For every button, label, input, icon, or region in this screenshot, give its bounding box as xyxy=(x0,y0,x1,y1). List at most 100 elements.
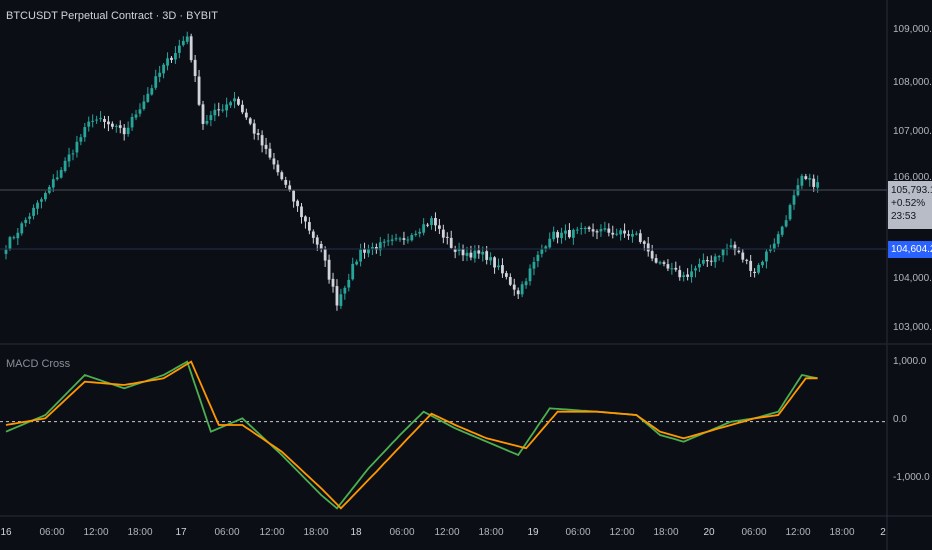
candle[interactable] xyxy=(434,212,437,232)
candle[interactable] xyxy=(229,100,232,108)
candle[interactable] xyxy=(390,234,394,246)
candle[interactable] xyxy=(737,247,741,254)
candle[interactable] xyxy=(331,272,335,293)
candle[interactable] xyxy=(595,229,599,240)
candle[interactable] xyxy=(363,242,366,259)
candle[interactable] xyxy=(501,258,504,278)
candle[interactable] xyxy=(564,224,567,241)
candle[interactable] xyxy=(237,96,240,106)
candle[interactable] xyxy=(489,252,493,265)
candle[interactable] xyxy=(792,190,796,210)
macd-series[interactable] xyxy=(0,360,887,510)
candle[interactable] xyxy=(75,135,79,158)
candle[interactable] xyxy=(36,200,39,215)
candle[interactable] xyxy=(713,253,717,268)
candle[interactable] xyxy=(292,189,296,208)
candle[interactable] xyxy=(146,87,150,103)
candle[interactable] xyxy=(319,240,323,253)
candle[interactable] xyxy=(300,203,303,224)
candle[interactable] xyxy=(579,222,583,235)
candle[interactable] xyxy=(130,113,134,131)
candle[interactable] xyxy=(532,257,536,276)
candle[interactable] xyxy=(603,221,607,232)
candle[interactable] xyxy=(181,36,185,47)
candle[interactable] xyxy=(103,115,106,129)
candle[interactable] xyxy=(280,170,284,181)
candle[interactable] xyxy=(461,244,465,262)
candle[interactable] xyxy=(110,121,114,130)
candle[interactable] xyxy=(307,217,311,235)
candle[interactable] xyxy=(552,226,556,242)
candle[interactable] xyxy=(548,232,552,250)
candle[interactable] xyxy=(808,173,812,187)
candle[interactable] xyxy=(682,271,686,282)
candle[interactable] xyxy=(765,249,768,269)
candle[interactable] xyxy=(512,278,516,296)
candle[interactable] xyxy=(154,69,158,90)
candle[interactable] xyxy=(615,228,619,237)
candle[interactable] xyxy=(197,69,201,107)
candle[interactable] xyxy=(536,250,540,268)
candle[interactable] xyxy=(674,261,678,272)
candle[interactable] xyxy=(733,241,737,256)
candle[interactable] xyxy=(749,254,753,278)
candle[interactable] xyxy=(272,152,276,170)
candle[interactable] xyxy=(449,230,453,250)
candle[interactable] xyxy=(477,245,481,259)
candle[interactable] xyxy=(698,258,701,272)
candle[interactable] xyxy=(71,149,75,161)
candle[interactable] xyxy=(568,223,571,239)
candle[interactable] xyxy=(12,235,16,240)
candle[interactable] xyxy=(177,39,181,59)
candle[interactable] xyxy=(441,224,445,244)
candle[interactable] xyxy=(114,124,118,133)
candle[interactable] xyxy=(788,203,792,221)
candle[interactable] xyxy=(721,248,725,263)
candle[interactable] xyxy=(784,215,788,228)
candle[interactable] xyxy=(445,232,449,245)
candle[interactable] xyxy=(55,170,59,181)
candle[interactable] xyxy=(359,243,362,267)
candle[interactable] xyxy=(24,217,28,227)
candle[interactable] xyxy=(670,262,674,275)
candle[interactable] xyxy=(221,104,225,113)
candle[interactable] xyxy=(627,230,630,240)
candle[interactable] xyxy=(804,173,808,181)
candle[interactable] xyxy=(122,124,126,141)
candle[interactable] xyxy=(666,259,670,272)
candle[interactable] xyxy=(658,260,662,265)
candle[interactable] xyxy=(83,123,87,142)
candle[interactable] xyxy=(426,222,429,228)
candle[interactable] xyxy=(67,147,71,168)
candle[interactable] xyxy=(776,231,780,248)
candle[interactable] xyxy=(504,270,508,280)
candle[interactable] xyxy=(264,137,268,155)
candle[interactable] xyxy=(761,260,764,268)
candle[interactable] xyxy=(233,92,236,109)
candle[interactable] xyxy=(343,285,347,300)
candle[interactable] xyxy=(524,278,528,289)
candle[interactable] xyxy=(351,257,355,281)
candle[interactable] xyxy=(225,97,229,118)
candlestick-series[interactable] xyxy=(4,31,820,311)
candle[interactable] xyxy=(508,273,512,287)
candle[interactable] xyxy=(150,84,154,96)
candle[interactable] xyxy=(583,226,587,234)
candle[interactable] xyxy=(51,174,55,192)
candle[interactable] xyxy=(256,128,260,141)
candle[interactable] xyxy=(378,236,382,257)
candle[interactable] xyxy=(619,228,623,241)
candle[interactable] xyxy=(339,288,343,309)
candle[interactable] xyxy=(315,234,319,251)
candle[interactable] xyxy=(473,245,477,263)
candle[interactable] xyxy=(99,111,102,122)
candle[interactable] xyxy=(631,229,634,243)
candle[interactable] xyxy=(587,225,591,232)
candle[interactable] xyxy=(406,236,410,244)
candle[interactable] xyxy=(217,102,221,117)
candle[interactable] xyxy=(709,255,713,266)
candle[interactable] xyxy=(213,103,217,122)
candle[interactable] xyxy=(138,103,142,117)
candle[interactable] xyxy=(398,236,402,242)
candle[interactable] xyxy=(414,230,418,237)
